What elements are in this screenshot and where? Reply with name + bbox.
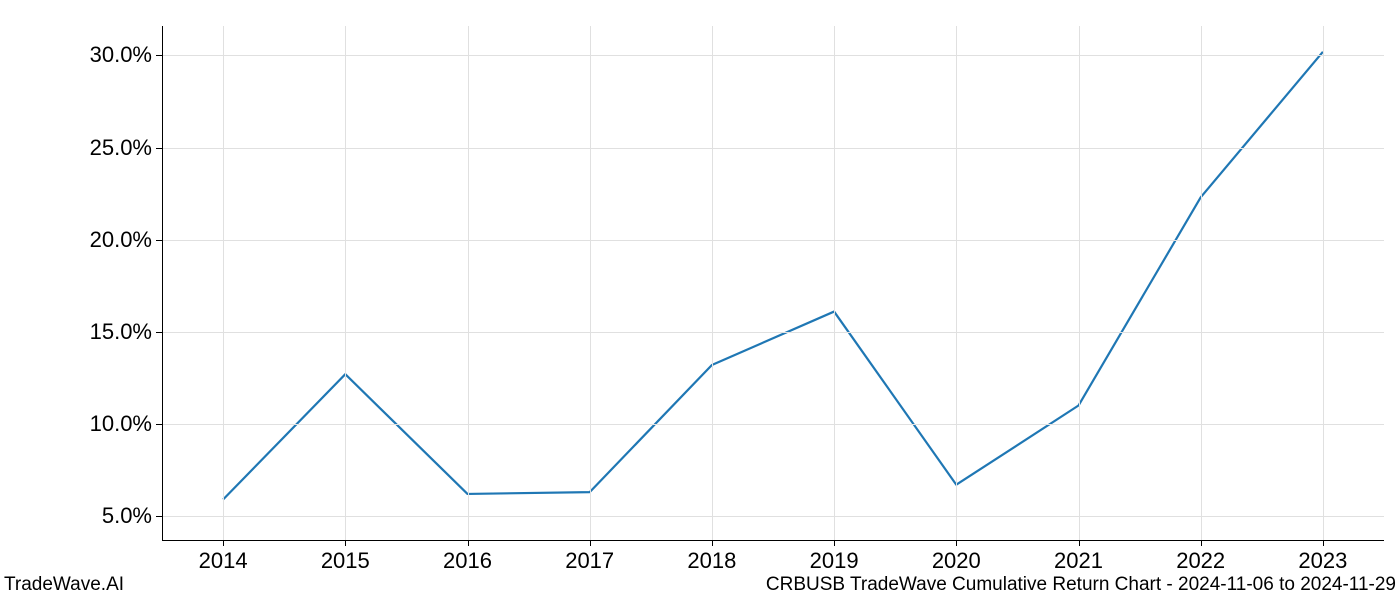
- y-tick-label: 30.0%: [90, 42, 152, 68]
- y-tick-label: 15.0%: [90, 319, 152, 345]
- grid-line-vertical: [1201, 26, 1202, 540]
- grid-line-vertical: [223, 26, 224, 540]
- grid-line-horizontal: [162, 148, 1384, 149]
- grid-line-horizontal: [162, 55, 1384, 56]
- grid-line-vertical: [1079, 26, 1080, 540]
- y-tick-label: 5.0%: [102, 503, 152, 529]
- grid-line-horizontal: [162, 332, 1384, 333]
- y-axis-spine: [162, 26, 163, 540]
- plot-area: 2014201520162017201820192020202120222023…: [162, 26, 1384, 540]
- grid-line-vertical: [1323, 26, 1324, 540]
- x-tick-label: 2019: [810, 548, 859, 574]
- x-tick-label: 2016: [443, 548, 492, 574]
- footer-right-text: CRBUSB TradeWave Cumulative Return Chart…: [766, 574, 1396, 596]
- grid-line-vertical: [590, 26, 591, 540]
- grid-line-vertical: [468, 26, 469, 540]
- grid-line-vertical: [712, 26, 713, 540]
- grid-line-vertical: [956, 26, 957, 540]
- x-tick-label: 2014: [199, 548, 248, 574]
- grid-line-horizontal: [162, 516, 1384, 517]
- x-tick-label: 2023: [1298, 548, 1347, 574]
- footer-left-text: TradeWave.AI: [4, 574, 124, 596]
- x-tick-label: 2017: [565, 548, 614, 574]
- grid-line-vertical: [834, 26, 835, 540]
- grid-line-vertical: [345, 26, 346, 540]
- grid-line-horizontal: [162, 424, 1384, 425]
- x-tick-label: 2018: [687, 548, 736, 574]
- x-axis-spine: [162, 540, 1384, 541]
- chart-container: 2014 2015 2016 2017 2018 2019 2020 2021 2022 2023…: [0, 0, 1400, 600]
- x-tick-label: 2020: [932, 548, 981, 574]
- x-tick-label: 2022: [1176, 548, 1225, 574]
- y-tick-label: 25.0%: [90, 135, 152, 161]
- grid-line-horizontal: [162, 240, 1384, 241]
- x-tick-label: 2021: [1054, 548, 1103, 574]
- series-line: [223, 52, 1323, 500]
- y-tick-label: 20.0%: [90, 227, 152, 253]
- y-tick-label: 10.0%: [90, 411, 152, 437]
- x-tick-label: 2015: [321, 548, 370, 574]
